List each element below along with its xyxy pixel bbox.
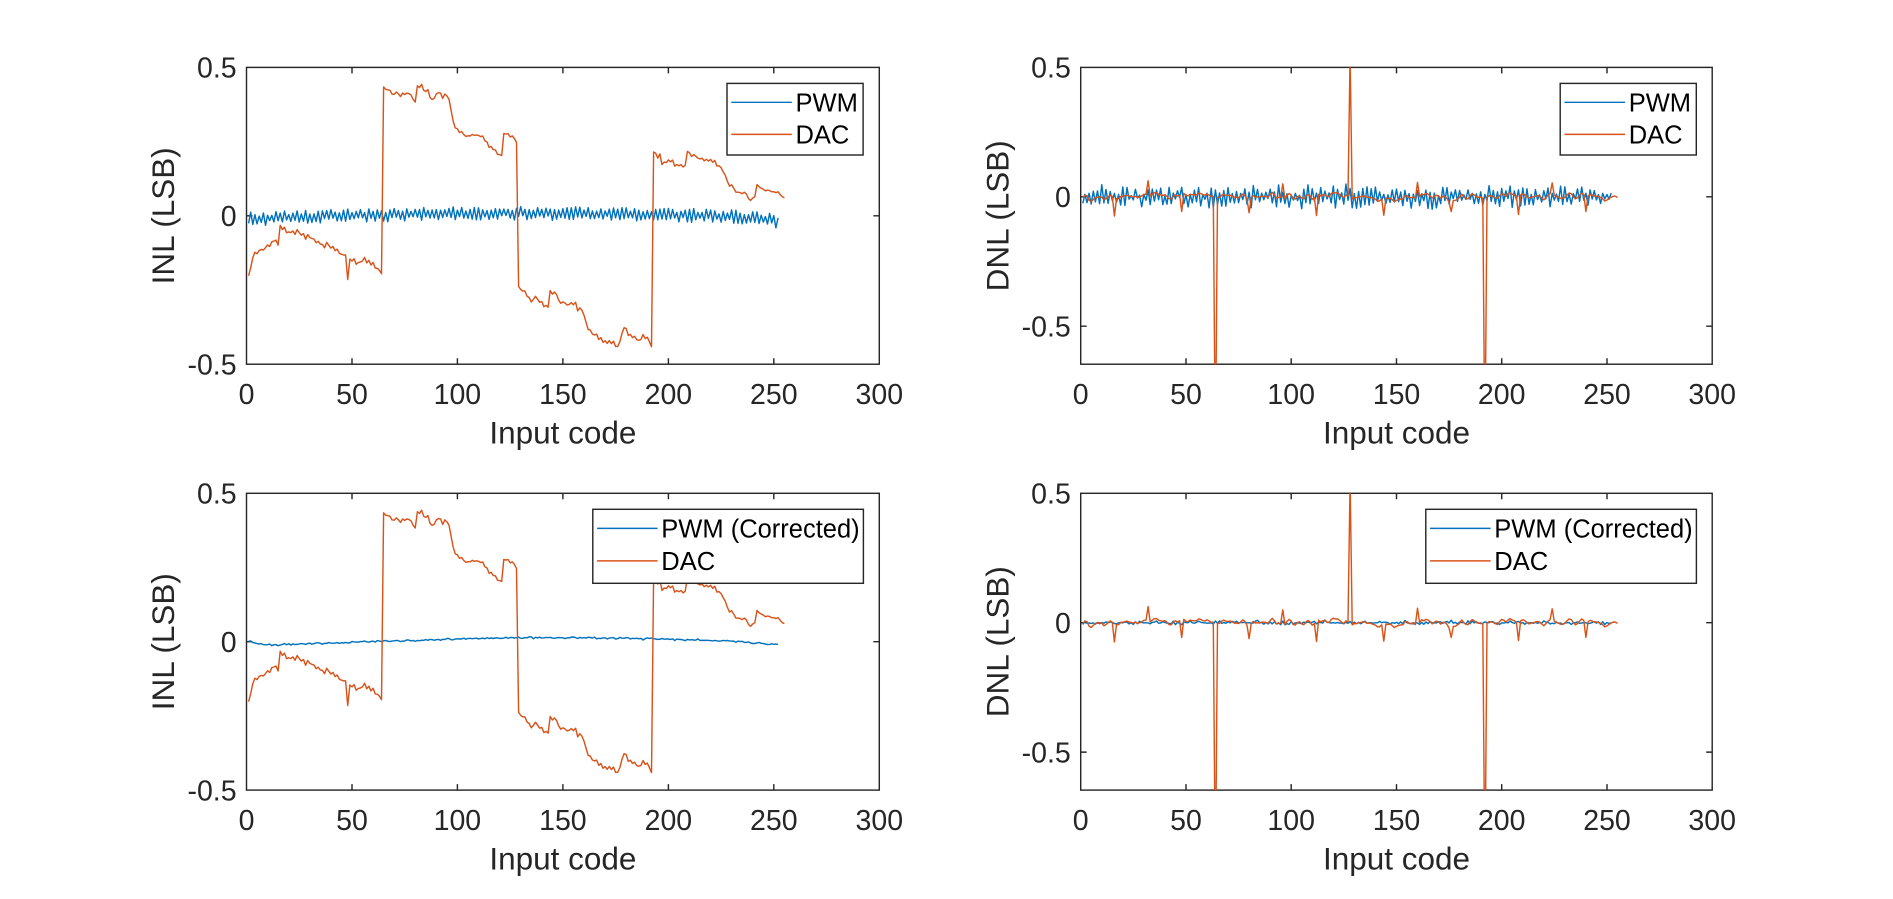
- svg-text:DAC: DAC: [796, 122, 850, 150]
- svg-text:0: 0: [1055, 182, 1071, 214]
- svg-text:100: 100: [1267, 805, 1315, 837]
- svg-text:-0.5: -0.5: [1022, 311, 1071, 343]
- svg-text:INL (LSB): INL (LSB): [145, 147, 181, 284]
- svg-text:300: 300: [1688, 379, 1736, 411]
- svg-text:0: 0: [239, 379, 255, 411]
- svg-text:200: 200: [1478, 805, 1526, 837]
- svg-text:Input code: Input code: [1323, 415, 1470, 451]
- svg-text:PWM: PWM: [1629, 90, 1691, 118]
- svg-text:300: 300: [856, 805, 904, 837]
- svg-text:DAC: DAC: [661, 548, 715, 576]
- svg-text:200: 200: [645, 379, 693, 411]
- svg-text:250: 250: [750, 805, 798, 837]
- svg-text:50: 50: [336, 805, 368, 837]
- svg-text:150: 150: [539, 805, 587, 837]
- svg-text:DAC: DAC: [1494, 548, 1548, 576]
- svg-text:250: 250: [1583, 379, 1631, 411]
- svg-text:150: 150: [539, 379, 587, 411]
- svg-text:DNL (LSB): DNL (LSB): [979, 566, 1015, 717]
- svg-text:INL (LSB): INL (LSB): [145, 573, 181, 710]
- svg-text:DNL (LSB): DNL (LSB): [979, 140, 1015, 291]
- svg-text:100: 100: [1267, 379, 1315, 411]
- svg-text:50: 50: [1170, 805, 1202, 837]
- svg-text:300: 300: [1688, 805, 1736, 837]
- svg-text:0: 0: [221, 627, 237, 659]
- svg-text:0: 0: [1055, 608, 1071, 640]
- svg-text:Input code: Input code: [1323, 840, 1470, 876]
- svg-text:Input code: Input code: [489, 840, 636, 876]
- svg-text:300: 300: [856, 379, 904, 411]
- svg-text:0.5: 0.5: [1031, 53, 1071, 85]
- svg-text:PWM: PWM: [796, 90, 858, 118]
- svg-text:50: 50: [336, 379, 368, 411]
- svg-text:0: 0: [221, 201, 237, 233]
- svg-text:-0.5: -0.5: [187, 349, 236, 381]
- svg-text:50: 50: [1170, 379, 1202, 411]
- svg-text:0.5: 0.5: [197, 479, 237, 511]
- svg-text:0: 0: [1073, 805, 1089, 837]
- svg-text:0.5: 0.5: [1031, 479, 1071, 511]
- svg-text:0: 0: [239, 805, 255, 837]
- svg-text:DAC: DAC: [1629, 122, 1683, 150]
- svg-text:0: 0: [1073, 379, 1089, 411]
- svg-text:PWM (Corrected): PWM (Corrected): [1494, 516, 1692, 544]
- svg-text:200: 200: [645, 805, 693, 837]
- svg-text:0.5: 0.5: [197, 53, 237, 85]
- svg-text:250: 250: [750, 379, 798, 411]
- svg-text:PWM (Corrected): PWM (Corrected): [661, 516, 859, 544]
- svg-text:-0.5: -0.5: [1022, 737, 1071, 769]
- svg-text:100: 100: [434, 379, 482, 411]
- svg-text:200: 200: [1478, 379, 1526, 411]
- svg-text:100: 100: [434, 805, 482, 837]
- svg-text:-0.5: -0.5: [187, 775, 236, 807]
- svg-text:250: 250: [1583, 805, 1631, 837]
- svg-text:Input code: Input code: [489, 415, 636, 451]
- svg-text:150: 150: [1373, 805, 1421, 837]
- svg-text:150: 150: [1373, 379, 1421, 411]
